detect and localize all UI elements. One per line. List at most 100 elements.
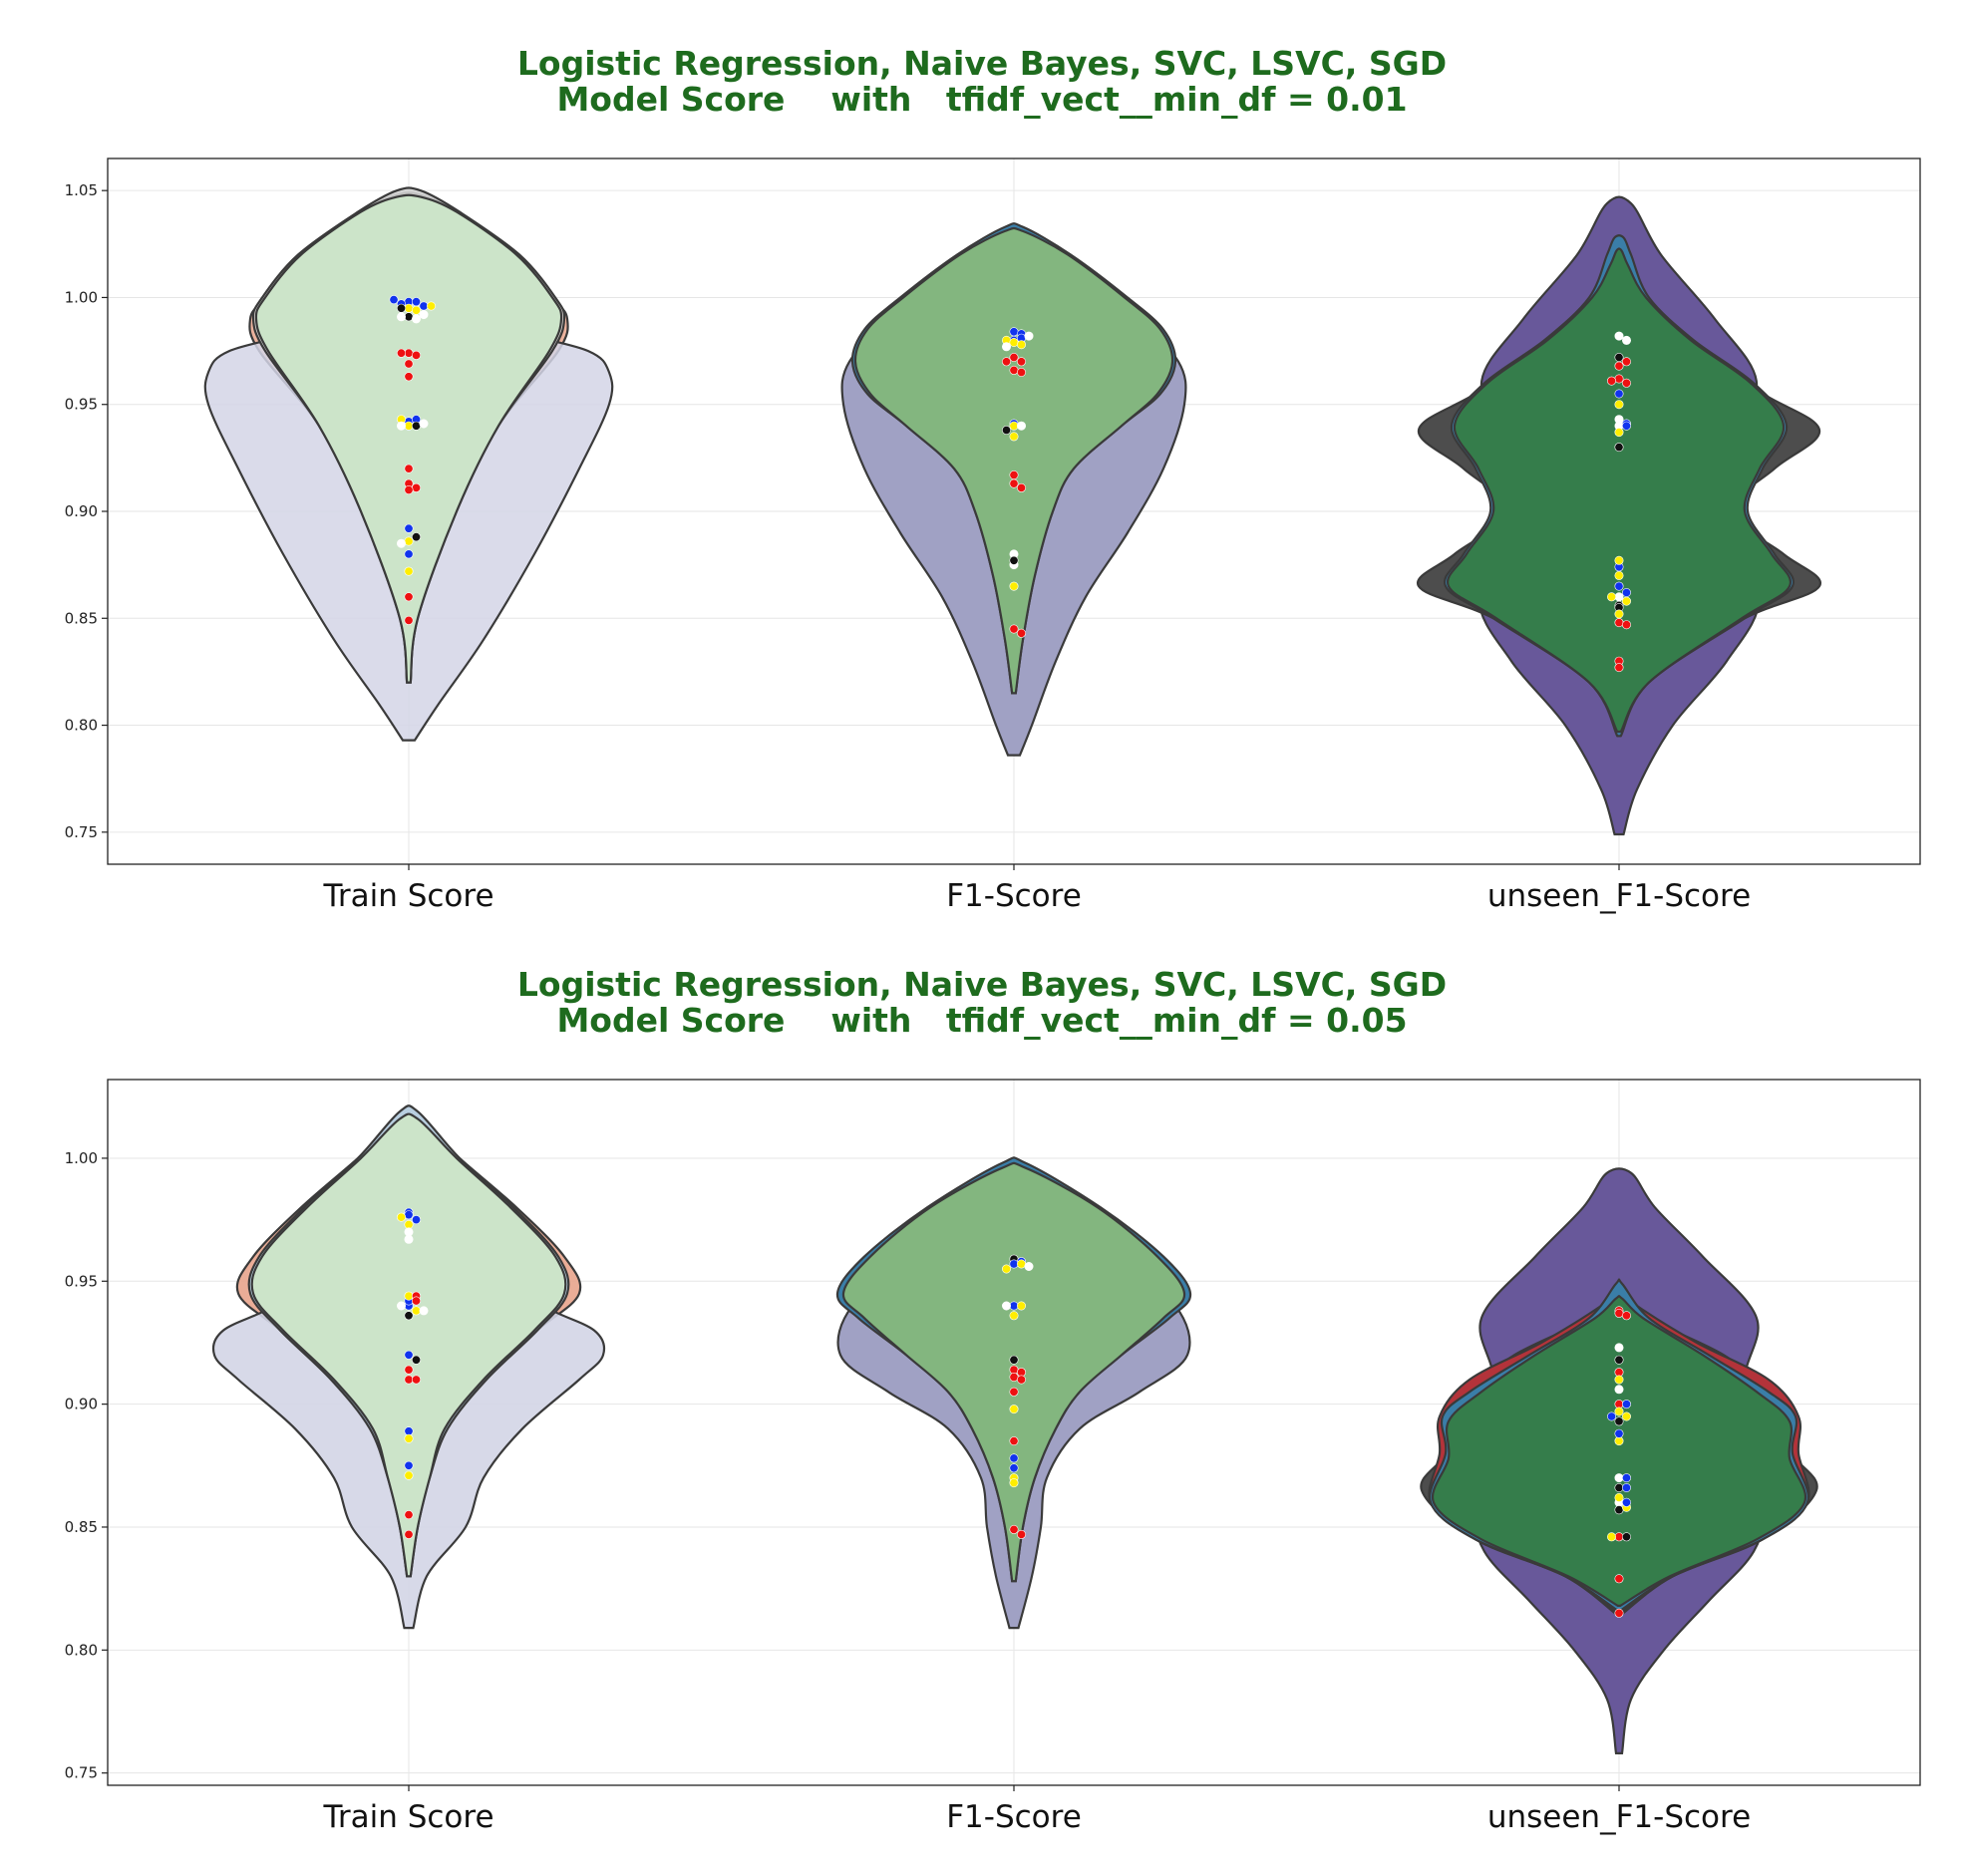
x-tick-label: Train Score: [322, 878, 493, 914]
data-point: [1016, 1375, 1026, 1385]
y-tick-label: 0.85: [65, 609, 98, 627]
data-point: [1016, 1529, 1026, 1539]
data-point: [1614, 353, 1624, 363]
data-point: [1009, 1311, 1019, 1321]
data-point: [411, 532, 421, 542]
data-point: [1009, 478, 1019, 488]
data-point: [1607, 1532, 1617, 1542]
data-point: [404, 421, 414, 431]
data-point: [1614, 389, 1624, 399]
data-point: [1016, 628, 1026, 638]
y-tick-label: 0.95: [65, 1272, 98, 1290]
data-point: [404, 1291, 414, 1301]
data-point: [1009, 327, 1019, 337]
data-point: [1614, 618, 1624, 628]
data-point: [1622, 421, 1632, 431]
data-point: [1614, 1343, 1624, 1353]
data-point: [1622, 1411, 1632, 1421]
data-point: [411, 482, 421, 492]
data-point: [1009, 1405, 1019, 1414]
violin-0-0-3: [254, 193, 563, 684]
data-point: [1622, 1400, 1632, 1409]
data-point: [404, 1510, 414, 1520]
data-point: [411, 1215, 421, 1225]
data-point: [1016, 368, 1026, 378]
y-tick-label: 1.00: [65, 288, 98, 306]
violin-0-2-10: [1446, 247, 1793, 734]
data-point: [1009, 421, 1019, 431]
data-point: [396, 421, 406, 431]
data-point: [404, 1365, 414, 1375]
data-point: [1009, 1478, 1019, 1488]
data-point: [404, 1470, 414, 1480]
data-point: [1016, 1301, 1026, 1311]
data-point: [1622, 378, 1632, 388]
data-point: [404, 549, 414, 559]
data-point: [404, 372, 414, 382]
data-point: [1009, 1524, 1019, 1534]
data-point: [1009, 338, 1019, 348]
data-point: [404, 1529, 414, 1539]
violin-chart-2: 0.75 0.80 0.85 0.90 0.95 1.00 Train Score F1-Sc…: [65, 1079, 1921, 1835]
data-point: [1001, 425, 1011, 435]
data-point: [389, 295, 399, 305]
data-point: [1622, 596, 1632, 606]
y-tick-label: 1.05: [65, 181, 98, 199]
data-point: [396, 1301, 406, 1311]
data-point: [1001, 342, 1011, 352]
data-point: [1622, 620, 1632, 630]
data-point: [404, 312, 414, 322]
data-point: [1614, 1532, 1624, 1542]
x-tick-label: F1-Score: [946, 1799, 1082, 1835]
data-point: [1614, 555, 1624, 565]
data-point: [1016, 482, 1026, 492]
data-point: [426, 301, 436, 311]
data-point: [1614, 400, 1624, 410]
data-point: [1016, 1259, 1026, 1269]
data-point: [1614, 1416, 1624, 1426]
data-point: [1614, 1428, 1624, 1438]
x-tick-label: F1-Score: [946, 878, 1082, 914]
data-point: [1001, 1301, 1011, 1311]
chart-title-1-line-2: Model Score with tfidf_vect__min_df = 0.…: [556, 80, 1408, 119]
y-tick-label: 0.75: [65, 823, 98, 841]
data-point: [1024, 331, 1034, 341]
data-point: [1614, 1473, 1624, 1483]
data-point: [396, 303, 406, 313]
data-point: [1614, 663, 1624, 673]
data-point: [1614, 609, 1624, 619]
data-point: [411, 305, 421, 315]
data-point: [1614, 570, 1624, 580]
data-point: [1614, 443, 1624, 453]
data-point: [411, 314, 421, 324]
chart-title-1-line-1: Logistic Regression, Naive Bayes, SVC, L…: [516, 44, 1448, 83]
data-point: [1009, 365, 1019, 375]
data-point: [396, 1212, 406, 1222]
violin-1-2-11: [1431, 1295, 1807, 1607]
y-tick-label: 0.80: [65, 717, 98, 735]
data-point: [1614, 1407, 1624, 1416]
y-tick-label: 0.90: [65, 1396, 98, 1413]
data-point: [1024, 1262, 1034, 1272]
data-point: [1001, 1264, 1011, 1274]
violin-chart-1: 0.75 0.80 0.85 0.90 0.95 1.00 1.05 Train Score F…: [65, 157, 1921, 914]
data-point: [404, 1350, 414, 1360]
data-point: [411, 1355, 421, 1365]
data-point: [1622, 1473, 1632, 1483]
data-point: [396, 312, 406, 322]
data-point: [404, 523, 414, 533]
data-point: [1622, 1482, 1632, 1492]
data-point: [1009, 1355, 1019, 1365]
chart-title-2-line-2: Model Score with tfidf_vect__min_df = 0.…: [556, 1001, 1408, 1040]
data-point: [1016, 340, 1026, 350]
data-point: [404, 1460, 414, 1470]
data-point: [1614, 1482, 1624, 1492]
chart-title-2-line-1: Logistic Regression, Naive Bayes, SVC, L…: [516, 965, 1448, 1004]
data-point: [411, 1306, 421, 1316]
data-point: [404, 592, 414, 602]
data-point: [419, 301, 429, 311]
data-point: [1614, 331, 1624, 341]
data-point: [1016, 421, 1026, 431]
data-point: [404, 1375, 414, 1385]
violin-0-1-6: [853, 226, 1174, 695]
